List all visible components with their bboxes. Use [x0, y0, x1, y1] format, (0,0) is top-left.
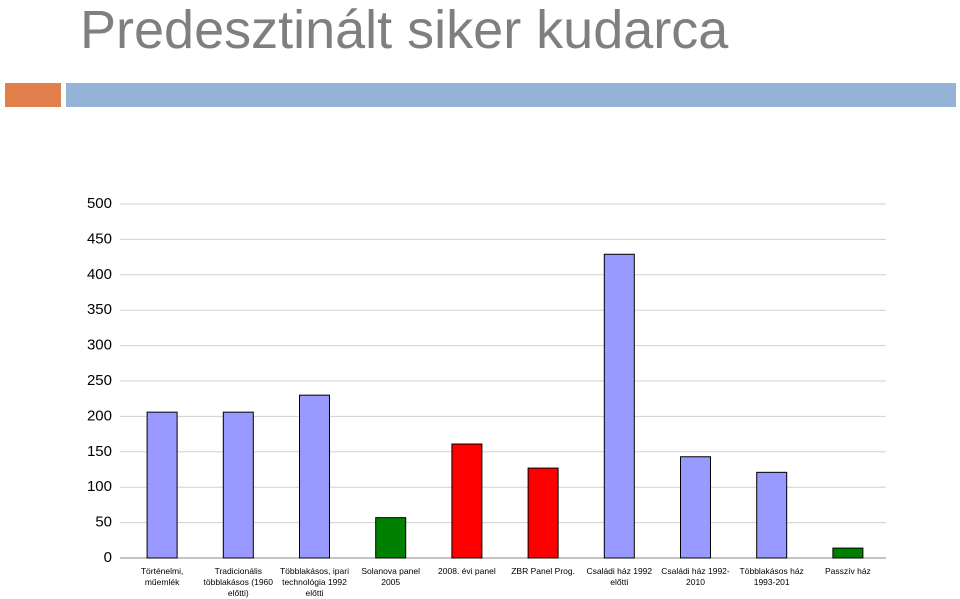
- x-tick-label: Családi ház 1992 előtti: [586, 566, 653, 587]
- x-tick-label: Tradicionális többlakásos (1960 előtti): [203, 566, 274, 598]
- bar: [375, 517, 407, 559]
- accent-bar: [66, 83, 956, 107]
- y-tick-label: 300: [87, 337, 112, 354]
- bar: [299, 394, 330, 559]
- y-tick-label: 100: [87, 478, 112, 495]
- bar: [603, 253, 635, 559]
- bar: [680, 456, 711, 559]
- bar: [756, 471, 788, 559]
- y-tick-label: 250: [87, 372, 112, 389]
- bar: [146, 411, 178, 559]
- x-tick-label: ZBR Panel Prog.: [511, 566, 575, 576]
- x-tick-label: Többlakásos ház 1993-201: [739, 566, 804, 587]
- x-tick-label: 2008. évi panel: [438, 566, 496, 576]
- y-tick-label: 450: [87, 230, 112, 247]
- slide-title: Predesztinált siker kudarca: [80, 0, 729, 60]
- bar: [451, 443, 483, 559]
- x-tick-label: Solanova panel 2005: [361, 566, 420, 587]
- y-tick-label: 500: [87, 195, 112, 212]
- x-tick-label: Többlakásos, ipari technológia 1992 előt…: [279, 566, 349, 598]
- y-tick-label: 200: [87, 407, 112, 424]
- x-tick-label: Családi ház 1992-2010: [661, 566, 730, 587]
- y-tick-label: 0: [104, 549, 112, 566]
- y-tick-label: 400: [87, 266, 112, 283]
- x-tick-label: Passzív ház: [824, 566, 871, 576]
- accent-block: [5, 83, 61, 107]
- y-tick-label: 150: [87, 443, 112, 460]
- bar: [832, 547, 864, 559]
- y-tick-label: 350: [87, 301, 112, 318]
- bar: [222, 411, 254, 559]
- bar: [527, 467, 559, 559]
- x-tick-label: Történelmi, műemlék: [140, 566, 184, 587]
- y-tick-label: 50: [95, 514, 112, 531]
